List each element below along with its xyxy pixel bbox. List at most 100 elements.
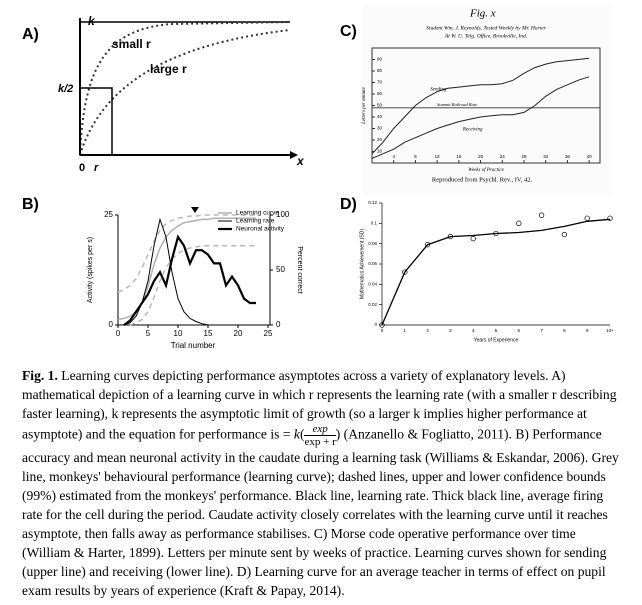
panel-label: D) bbox=[340, 196, 357, 213]
panel-label: C) bbox=[340, 23, 357, 40]
formula-denominator: exp + r bbox=[304, 436, 336, 448]
figure: A) k k/2 small r large r 0 r x B)0 5 10 15 2… bbox=[22, 4, 615, 351]
x-tick-label: 12 bbox=[435, 154, 441, 159]
panel-a: A) k k/2 small r large r 0 r x bbox=[22, 14, 305, 174]
x-tick-label: 5 bbox=[495, 328, 498, 333]
source-note: Reproduced from Psychl. Rev., IV, 42. bbox=[432, 176, 533, 183]
x-tick-label: 2 bbox=[426, 328, 429, 333]
data-point bbox=[470, 235, 476, 242]
data-point bbox=[424, 242, 431, 248]
series-line bbox=[371, 76, 590, 159]
series-line bbox=[118, 217, 209, 326]
x-tick-label: 0 bbox=[381, 328, 384, 333]
x-label: x bbox=[296, 154, 305, 168]
x-tick-label: 4 bbox=[472, 328, 475, 333]
x-tick-label: 16 bbox=[456, 154, 462, 159]
data-point bbox=[607, 215, 613, 221]
series-label: Sending bbox=[430, 88, 447, 93]
data-point bbox=[561, 231, 568, 238]
caption-text: Learning curves depicting performance as… bbox=[22, 368, 617, 442]
trial-marker bbox=[191, 207, 199, 213]
formula-fraction: exp exp + r bbox=[304, 423, 336, 448]
x-tick-label: 28 bbox=[521, 154, 527, 159]
x-tick-label: 40 bbox=[587, 154, 593, 159]
x-tick-label: 3 bbox=[449, 328, 452, 333]
curve-large-r bbox=[79, 29, 291, 156]
summit-label: Summit Railroad Rate bbox=[437, 102, 477, 107]
y2-tick-label: 0 bbox=[276, 320, 281, 329]
x-axis-label: Trial number bbox=[171, 341, 216, 350]
chart-heading: At W. U. Telg. Office, Brookville, Ind. bbox=[444, 32, 527, 39]
figure-label: Fig. x bbox=[469, 8, 496, 20]
caption-text: (Anzanello & Fogliatto, 2011). B) Perfor… bbox=[22, 426, 619, 598]
data-point bbox=[402, 269, 408, 275]
x-tick-label: 9 bbox=[586, 328, 589, 333]
half-label: k/2 bbox=[58, 83, 73, 95]
x-tick-label: 20 bbox=[478, 154, 484, 159]
y-axis-label: Letters per minute bbox=[362, 86, 367, 124]
series-line bbox=[381, 218, 611, 326]
x-tick-label: 5 bbox=[146, 329, 151, 338]
y-axis-label: Activity (spikes per s) bbox=[87, 237, 94, 303]
half-box bbox=[79, 87, 113, 156]
series-label: Receiving bbox=[462, 128, 483, 133]
series-line bbox=[371, 57, 590, 155]
y-tick-label: 0 bbox=[109, 320, 114, 329]
caption: Fig. 1. Learning curves depicting perfor… bbox=[22, 368, 619, 598]
y-tick-label: 40 bbox=[377, 114, 383, 119]
x-tick-label: 1 bbox=[404, 328, 407, 333]
series-line bbox=[117, 217, 256, 321]
x-tick-label: 7 bbox=[540, 328, 543, 333]
data-point bbox=[538, 212, 545, 218]
data-point bbox=[584, 215, 590, 221]
x-tick-label: 32 bbox=[543, 154, 549, 159]
chart-heading: Student Wm. J. Reynolds, Tested Weekly b… bbox=[426, 25, 547, 31]
series-line bbox=[123, 234, 256, 326]
x-tick-label: 6 bbox=[518, 328, 521, 333]
x-tick-label: 8 bbox=[563, 328, 566, 333]
x-tick-label: 20 bbox=[234, 329, 243, 338]
x-tick-label: 15 bbox=[204, 329, 213, 338]
x-tick-label: 8 bbox=[414, 154, 417, 159]
x-tick-label: 10 bbox=[174, 329, 183, 338]
y-tick-label: 90 bbox=[377, 57, 383, 62]
y-tick-label: 0.08 bbox=[368, 241, 377, 246]
y-tick-label: 10 bbox=[377, 149, 383, 154]
x-tick-label: 0 bbox=[116, 329, 121, 338]
y-tick-label: 25 bbox=[104, 210, 113, 219]
caption-lead: Fig. 1. bbox=[22, 368, 58, 383]
x-tick-label: 24 bbox=[500, 154, 506, 159]
y-tick-label: 20 bbox=[377, 137, 383, 142]
large-r-label: large r bbox=[150, 62, 187, 76]
y-tick-label: 0.1 bbox=[371, 221, 378, 226]
x-tick-label: 4 bbox=[392, 154, 395, 159]
k-label: k bbox=[88, 14, 96, 28]
y-tick-label: 0 bbox=[374, 322, 377, 327]
y-tick-label: 0.02 bbox=[368, 302, 377, 307]
panel-label: B) bbox=[22, 196, 39, 213]
panel-label: A) bbox=[22, 26, 39, 43]
y-tick-label: 50 bbox=[377, 103, 383, 108]
formula-k: k bbox=[293, 426, 300, 442]
small-r-label: small r bbox=[112, 37, 151, 51]
arrow bbox=[290, 151, 298, 159]
x-axis-label: Years of Experience bbox=[474, 337, 519, 343]
y2-axis-label: Percent correct bbox=[296, 246, 303, 294]
x-axis-label: Weeks of Practice bbox=[468, 168, 504, 173]
scan-background bbox=[362, 4, 612, 196]
y-tick-label: 0.04 bbox=[368, 282, 377, 287]
legend-label: Learning curve bbox=[236, 210, 279, 217]
formula-numerator: exp bbox=[304, 423, 336, 436]
origin-label: 0 bbox=[79, 162, 85, 174]
legend-label: Neuronal activity bbox=[236, 226, 285, 233]
y2-tick-label: 100 bbox=[276, 210, 290, 219]
data-point bbox=[516, 220, 522, 226]
y2-tick-label: 50 bbox=[276, 265, 285, 274]
x-tick-label: 25 bbox=[264, 329, 273, 338]
legend-label: Learning rate bbox=[236, 218, 275, 225]
series-line bbox=[117, 214, 256, 293]
x-tick-label: 10+ bbox=[606, 328, 614, 333]
series-line bbox=[129, 245, 256, 326]
y-tick-label: 30 bbox=[377, 126, 383, 131]
